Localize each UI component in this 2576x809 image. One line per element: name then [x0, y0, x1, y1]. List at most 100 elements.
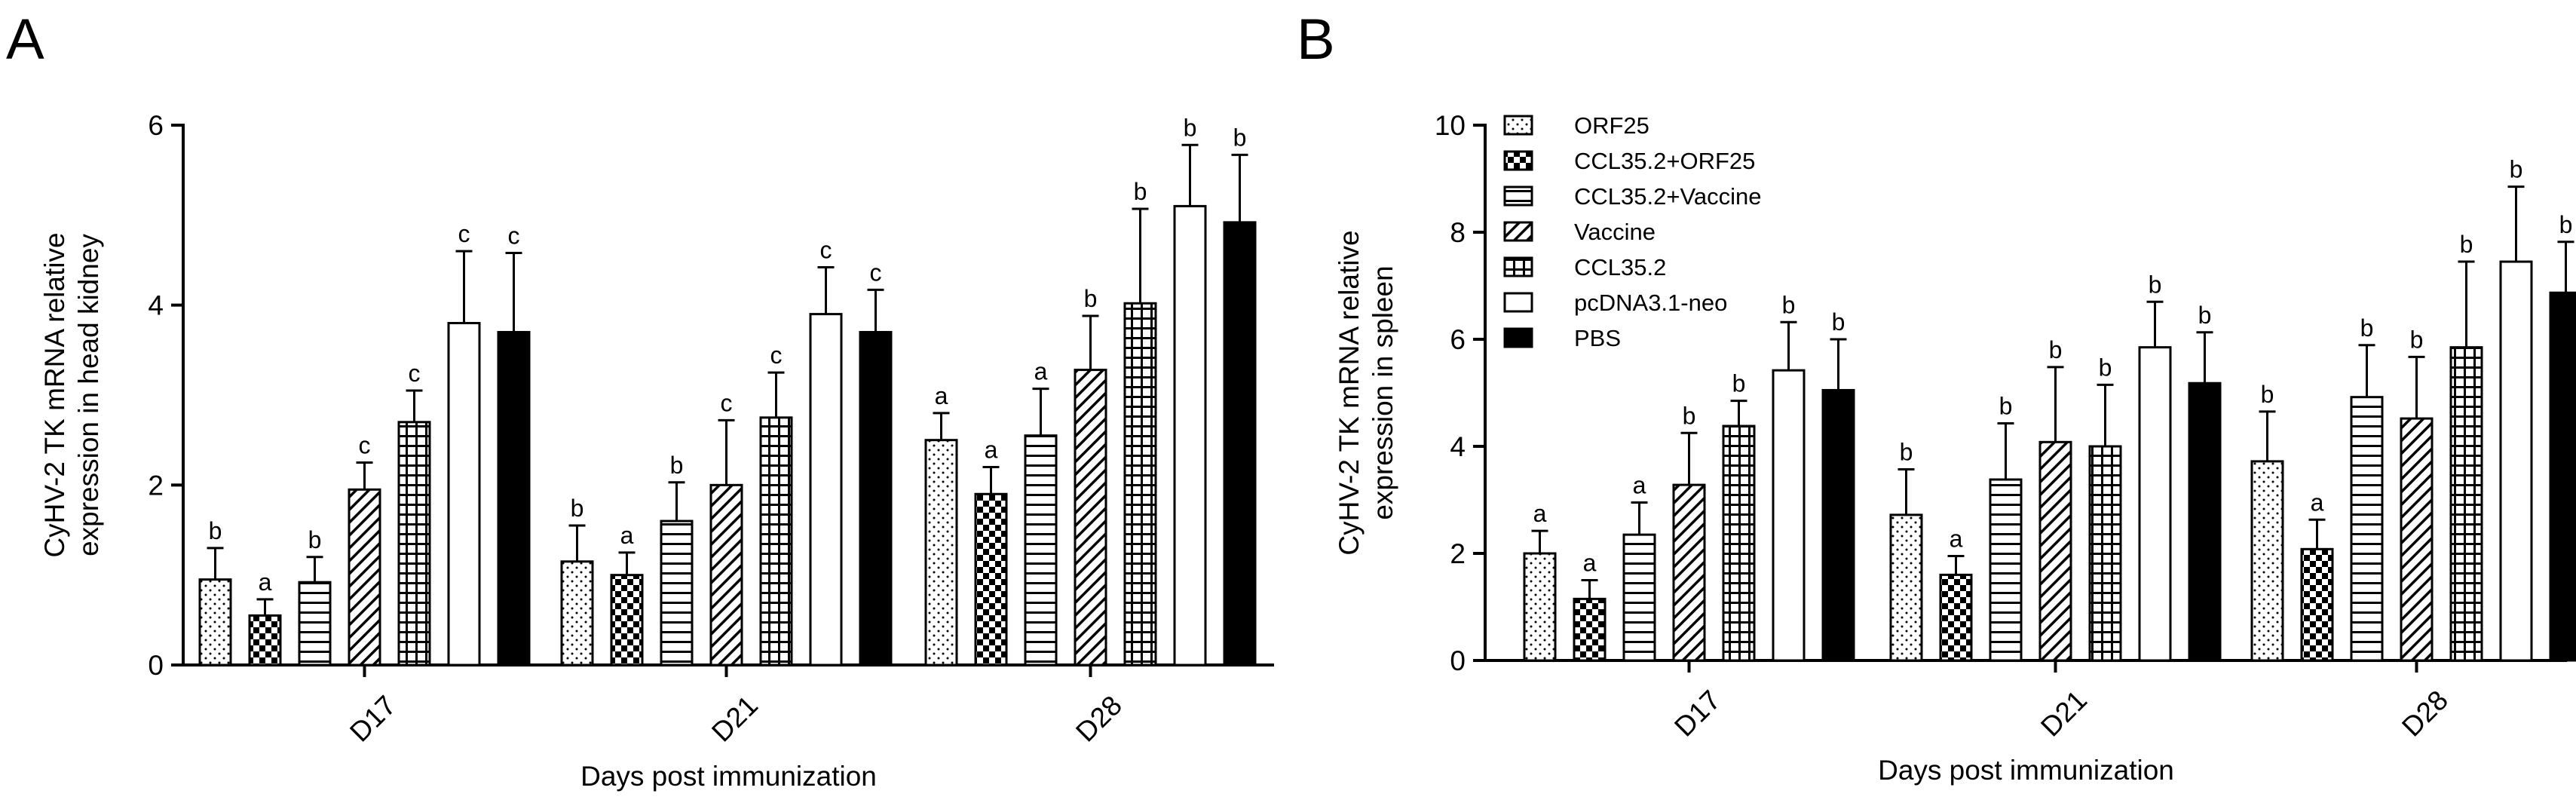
bar	[2350, 396, 2384, 662]
legend-label: CCL35.2+Vaccine	[1574, 183, 1761, 210]
bar	[2250, 460, 2284, 662]
significance-letter: b	[1832, 308, 1845, 336]
bar	[2549, 291, 2576, 662]
significance-letter: b	[1184, 114, 1197, 141]
panel-label-b: B	[1297, 8, 1335, 72]
significance-letter: b	[670, 452, 684, 479]
significance-letter: b	[1900, 439, 1913, 466]
x-axis-title: Days post immunization	[1878, 755, 2174, 786]
significance-letter: c	[359, 432, 371, 459]
significance-letter: b	[2099, 354, 2112, 381]
bar	[660, 519, 694, 667]
bar	[248, 614, 282, 667]
significance-letter: b	[2360, 314, 2374, 342]
y-tick-label: 0	[1450, 645, 1466, 676]
bar	[809, 313, 843, 667]
legend-swatch	[1503, 292, 1533, 313]
bar	[1074, 369, 1107, 667]
significance-letter: c	[770, 342, 783, 369]
bar	[1989, 478, 2023, 662]
legend-swatch	[1503, 185, 1533, 207]
y-axis-title-line: CyHV-2 TK mRNA relative	[1334, 230, 1365, 555]
legend-label: ORF25	[1574, 112, 1649, 139]
legend-label: PBS	[1574, 325, 1621, 351]
significance-letter: a	[985, 436, 998, 463]
bar	[1821, 388, 1855, 662]
bar	[924, 439, 958, 667]
y-axis-title-line: expression in spleen	[1368, 265, 1398, 519]
bar	[974, 492, 1008, 667]
significance-letter: b	[1999, 392, 2013, 419]
significance-letter: b	[571, 495, 584, 522]
significance-letter: b	[2559, 211, 2573, 238]
significance-letter: b	[1782, 291, 1796, 318]
y-tick-label: 2	[148, 470, 164, 501]
significance-letter: b	[2049, 336, 2063, 363]
x-tick-label: D21	[2035, 685, 2093, 743]
significance-letter: b	[1084, 285, 1098, 312]
significance-letter: c	[508, 222, 520, 249]
bar	[1523, 552, 1557, 662]
significance-letter: b	[1233, 124, 1247, 151]
bar	[2088, 445, 2122, 662]
significance-letter: a	[1034, 358, 1048, 385]
legend-swatch	[1503, 115, 1533, 136]
legend-swatch	[1503, 150, 1533, 171]
significance-letter: b	[209, 517, 222, 544]
bar	[1024, 434, 1058, 667]
x-axis-title: Days post immunization	[580, 761, 877, 792]
bar	[1173, 204, 1207, 667]
legend-label: pcDNA3.1-neo	[1574, 290, 1727, 316]
bar	[447, 322, 481, 667]
bar	[1889, 513, 1923, 662]
bar	[1722, 424, 1756, 662]
significance-letter: b	[2149, 271, 2162, 298]
significance-letter: a	[1950, 526, 1963, 553]
significance-letter: b	[308, 526, 322, 553]
legend-label: CCL35.2+ORF25	[1574, 148, 1755, 174]
significance-letter: b	[1134, 178, 1147, 205]
bar	[2499, 260, 2533, 662]
significance-letter: a	[2311, 489, 2324, 516]
significance-letter: b	[1683, 402, 1696, 429]
bar	[1939, 573, 1973, 662]
x-tick-label: D17	[1668, 685, 1726, 743]
y-tick-label: 4	[148, 290, 164, 321]
significance-letter: b	[2198, 302, 2212, 329]
bar	[2038, 440, 2072, 662]
y-tick-label: 10	[1435, 110, 1466, 141]
significance-letter: a	[1633, 472, 1646, 499]
bar	[1223, 221, 1257, 667]
x-tick-label: D28	[2396, 685, 2454, 743]
significance-letter: a	[620, 522, 634, 549]
significance-letter: c	[721, 389, 733, 416]
legend-swatch	[1503, 327, 1533, 348]
y-tick-label: 6	[1450, 324, 1466, 355]
y-axis-title-line: CyHV-2 TK mRNA relative	[39, 232, 70, 557]
bar	[348, 488, 381, 667]
bar	[560, 560, 594, 667]
y-tick-label: 0	[148, 650, 164, 681]
bar	[497, 330, 531, 667]
legend-swatch	[1503, 256, 1533, 277]
legend-label: Vaccine	[1574, 219, 1656, 245]
significance-letter: c	[820, 237, 832, 264]
bar	[2300, 547, 2334, 662]
significance-letter: c	[870, 259, 882, 286]
panel-a-chart: 0 2 4 6 b b a a a a b b a c c b c c b c c b c c b D17 D21 D28 Days p…	[39, 110, 1274, 792]
bar	[709, 483, 743, 667]
y-axis-title-line: expression in head kidney	[73, 234, 104, 556]
significance-letter: b	[1732, 370, 1746, 397]
significance-letter: c	[458, 220, 470, 247]
y-tick-label: 6	[148, 110, 164, 141]
bar	[2400, 417, 2434, 662]
bar	[1772, 369, 1806, 662]
significance-letter: a	[935, 382, 948, 409]
x-tick-label: D21	[706, 690, 764, 748]
significance-letter: c	[409, 360, 421, 387]
panel-label-a: A	[6, 8, 44, 72]
bar	[198, 578, 232, 667]
significance-letter: b	[2410, 326, 2424, 353]
x-tick-label: D28	[1070, 690, 1128, 748]
